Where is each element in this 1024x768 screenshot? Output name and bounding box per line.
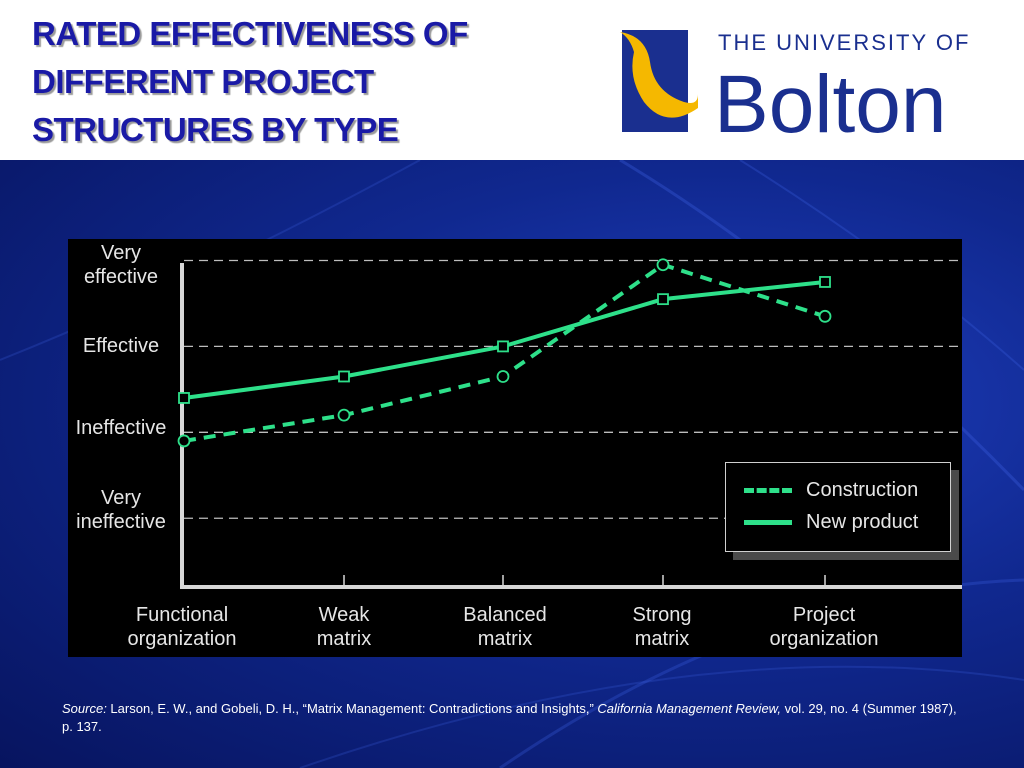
slide-title: RATED EFFECTIVENESS OF DIFFERENT PROJECT… bbox=[32, 15, 468, 148]
data-point-circle bbox=[656, 258, 670, 272]
source-text-1: Larson, E. W., and Gobeli, D. H., “Matri… bbox=[106, 701, 598, 716]
y-level-ineffective: Ineffective bbox=[75, 417, 167, 439]
university-logo: THE UNIVERSITY OF Bolton bbox=[606, 22, 1006, 150]
slide-header: RATED EFFECTIVENESS OF DIFFERENT PROJECT… bbox=[0, 0, 1024, 160]
data-point-square bbox=[819, 276, 831, 288]
y-level-effective: Effective bbox=[82, 335, 160, 357]
data-point-circle bbox=[337, 408, 351, 422]
data-point-square bbox=[338, 370, 350, 383]
data-point-square bbox=[497, 340, 509, 353]
legend-swatch-dashed bbox=[744, 487, 792, 493]
chart-legend: Construction New product bbox=[725, 462, 951, 552]
logo-text-top: THE UNIVERSITY OF bbox=[718, 30, 970, 55]
x-tick-label: Strong matrix bbox=[632, 604, 692, 650]
x-tick-label: Balanced matrix bbox=[463, 604, 547, 650]
legend-item-construction: Construction bbox=[744, 475, 918, 505]
legend-item-new-product: New product bbox=[744, 507, 918, 537]
legend-label: Construction bbox=[806, 478, 919, 501]
x-tick-label: Project organization bbox=[769, 604, 879, 650]
chart: Very effective Effective Ineffective Ver… bbox=[68, 239, 962, 657]
source-journal: California Management Review, bbox=[597, 701, 781, 716]
source-text-2: vol. 29, no. 4 (Summer 1987), p. 137. bbox=[62, 701, 957, 734]
data-point-square bbox=[657, 293, 669, 306]
logo-text-bottom: Bolton bbox=[714, 59, 947, 142]
y-level-very-effective: Very effective bbox=[83, 242, 159, 288]
legend-swatch-solid bbox=[744, 519, 792, 525]
data-point-circle bbox=[496, 370, 510, 383]
legend-label: New product bbox=[806, 510, 919, 533]
x-tick-label: Functional organization bbox=[127, 604, 237, 650]
x-tick-label: Weak matrix bbox=[316, 604, 372, 650]
source-citation: Source: Larson, E. W., and Gobeli, D. H.… bbox=[62, 700, 962, 736]
data-point-circle bbox=[818, 309, 832, 323]
chart-canvas bbox=[177, 258, 962, 589]
y-level-very-ineffective: Very ineffective bbox=[76, 487, 166, 533]
source-label: Source: bbox=[62, 701, 107, 716]
data-point-square bbox=[178, 392, 190, 404]
data-point-circle bbox=[177, 434, 191, 448]
